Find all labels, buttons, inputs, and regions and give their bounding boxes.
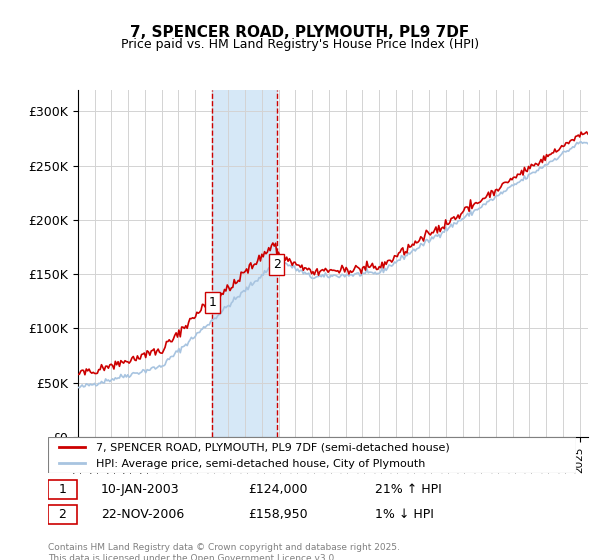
Text: 2: 2 bbox=[273, 258, 281, 271]
Bar bbox=[212, 90, 277, 437]
Text: 1% ↓ HPI: 1% ↓ HPI bbox=[376, 508, 434, 521]
Text: 7, SPENCER ROAD, PLYMOUTH, PL9 7DF (semi-detached house): 7, SPENCER ROAD, PLYMOUTH, PL9 7DF (semi… bbox=[95, 443, 449, 452]
Text: 21% ↑ HPI: 21% ↑ HPI bbox=[376, 483, 442, 496]
Text: Price paid vs. HM Land Registry's House Price Index (HPI): Price paid vs. HM Land Registry's House … bbox=[121, 38, 479, 50]
Text: £124,000: £124,000 bbox=[248, 483, 308, 496]
FancyBboxPatch shape bbox=[48, 505, 77, 524]
Text: 1: 1 bbox=[58, 483, 66, 496]
Text: 2: 2 bbox=[58, 508, 66, 521]
Text: HPI: Average price, semi-detached house, City of Plymouth: HPI: Average price, semi-detached house,… bbox=[95, 459, 425, 469]
Text: £158,950: £158,950 bbox=[248, 508, 308, 521]
Text: 22-NOV-2006: 22-NOV-2006 bbox=[101, 508, 184, 521]
Text: 7, SPENCER ROAD, PLYMOUTH, PL9 7DF: 7, SPENCER ROAD, PLYMOUTH, PL9 7DF bbox=[130, 25, 470, 40]
Text: 1: 1 bbox=[209, 296, 217, 309]
Text: Contains HM Land Registry data © Crown copyright and database right 2025.
This d: Contains HM Land Registry data © Crown c… bbox=[48, 543, 400, 560]
FancyBboxPatch shape bbox=[48, 437, 576, 473]
FancyBboxPatch shape bbox=[48, 479, 77, 498]
Text: 10-JAN-2003: 10-JAN-2003 bbox=[101, 483, 179, 496]
